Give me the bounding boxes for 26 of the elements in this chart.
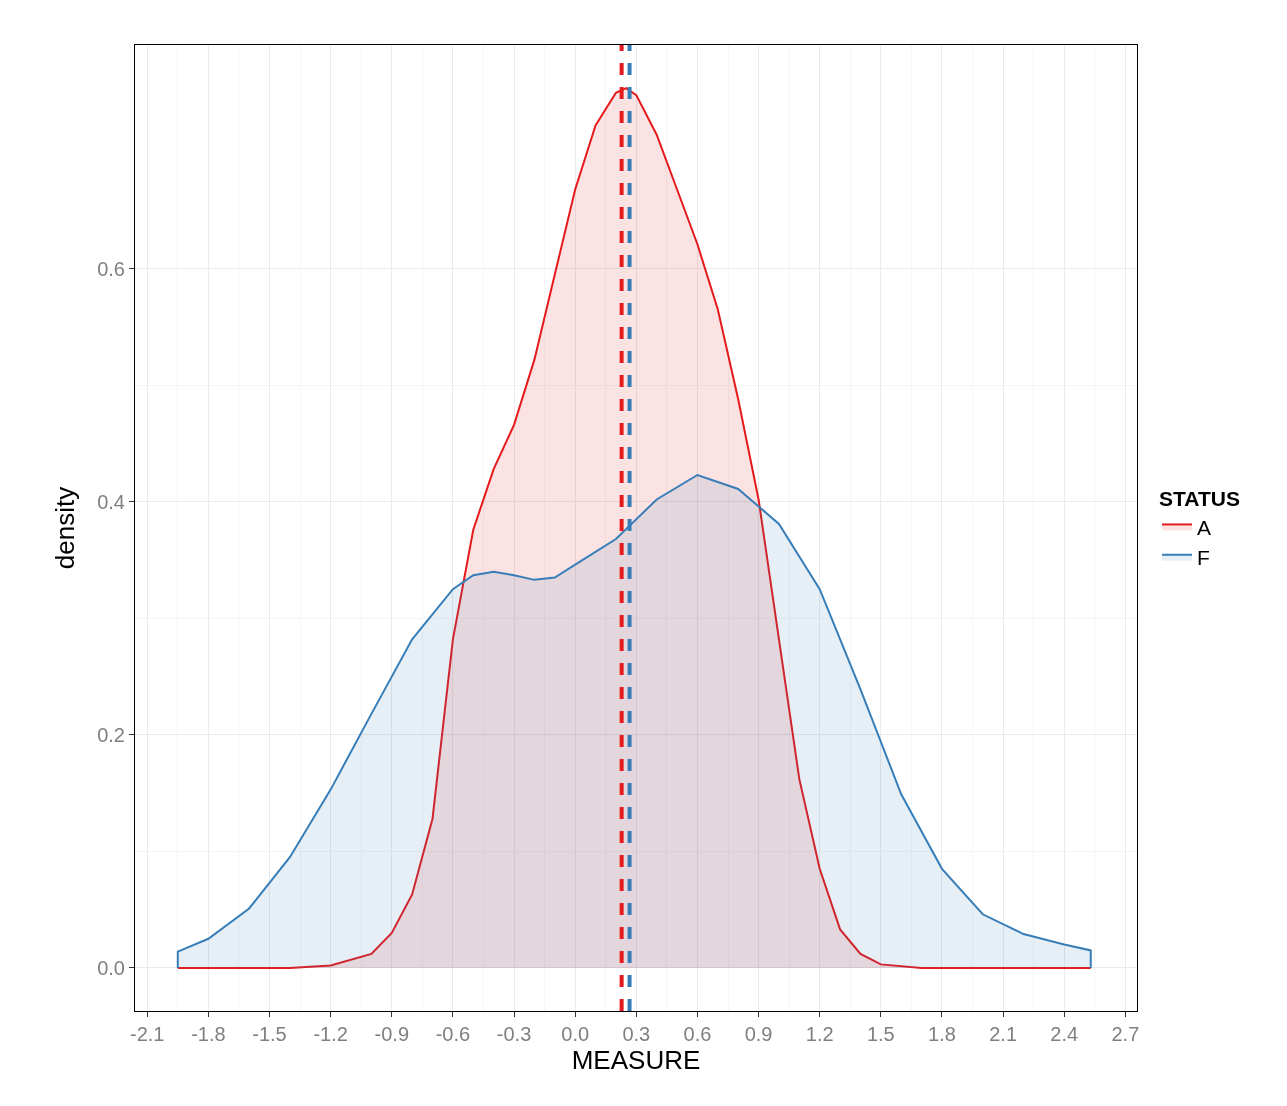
x-tick-label: -0.3 — [496, 1023, 532, 1045]
x-tick-label: 1.8 — [928, 1023, 956, 1045]
legend-label: A — [1197, 515, 1212, 539]
y-tick-label: 0.0 — [97, 956, 125, 979]
x-tick-label: 0.0 — [561, 1023, 590, 1045]
x-tick-label: -0.6 — [435, 1023, 471, 1045]
x-tick-label: -0.9 — [374, 1023, 409, 1045]
y-tick-label: 0.4 — [97, 490, 125, 513]
x-tick-label: 0.6 — [683, 1023, 712, 1045]
x-tick-label: -2.1 — [130, 1023, 165, 1045]
x-tick-label: -1.2 — [313, 1023, 348, 1045]
x-tick-label: 1.5 — [866, 1023, 895, 1045]
x-tick-label: 2.1 — [989, 1023, 1018, 1045]
y-axis-title: density — [49, 486, 80, 570]
x-tick-label: 0.3 — [622, 1023, 651, 1045]
legend-label: F — [1197, 545, 1210, 569]
x-tick-label: 2.7 — [1111, 1023, 1140, 1045]
x-tick-label: -1.5 — [252, 1023, 287, 1045]
y-tick-label: 0.6 — [97, 257, 125, 280]
x-tick-label: 1.2 — [805, 1023, 834, 1045]
x-tick-label: -1.8 — [191, 1023, 226, 1045]
x-tick-label: 2.4 — [1050, 1023, 1079, 1045]
y-tick-label: 0.2 — [97, 723, 125, 746]
x-tick-label: 0.9 — [744, 1023, 773, 1045]
legend-title: STATUS — [1159, 487, 1240, 511]
x-axis-title: MEASURE — [571, 1045, 701, 1075]
